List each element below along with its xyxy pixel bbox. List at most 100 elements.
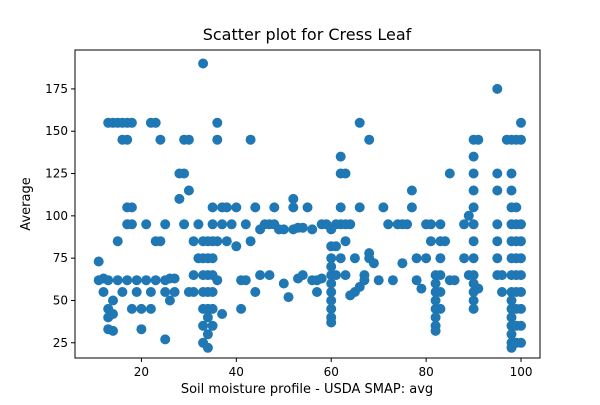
scatter-point [435,219,446,230]
scatter-point [207,202,218,213]
scatter-point [207,320,218,331]
scatter-point [93,256,104,267]
scatter-point [307,224,318,235]
scatter-point [193,219,204,230]
scatter-point [278,224,289,235]
scatter-point [207,287,218,297]
scatter-point [425,236,436,247]
scatter-point [435,253,446,264]
scatter-point [316,273,327,284]
scatter-point [397,258,408,269]
scatter-point [212,236,223,247]
scatter-point [183,185,194,196]
scatter-point [340,168,351,179]
scatter-point [468,253,479,264]
scatter-point [112,236,123,247]
scatter-point [179,168,190,179]
scatter-point [160,287,171,297]
scatter-point [326,278,337,289]
scatter-point [141,275,152,286]
scatter-point [188,287,199,297]
scatter-point [240,275,251,286]
scatter-point [378,202,389,213]
scatter-point [516,134,526,145]
scatter-point [492,236,503,247]
scatter-point [212,275,223,286]
scatter-point [444,168,455,179]
scatter-point [435,303,446,314]
x-axis-label: Soil moisture profile - USDA SMAP: avg [181,382,433,397]
y-tick-label: 175 [45,82,68,96]
scatter-point [136,324,147,335]
scatter-point [221,202,232,213]
scatter-point [430,295,441,306]
scatter-point [217,219,228,230]
scatter-point [430,312,441,323]
scatter-point [112,275,123,286]
y-tick-label: 100 [45,209,68,223]
scatter-point [349,253,360,264]
scatter-point [326,295,337,306]
scatter-point [297,270,308,281]
scatter-point [269,202,280,213]
scatter-point [506,312,517,323]
scatter-point [368,258,379,269]
x-tick-label: 40 [229,365,244,379]
scatter-point [122,275,133,286]
scatter-point [264,270,275,281]
scatter-point [430,278,441,289]
scatter-point [340,270,351,281]
scatter-point [473,283,484,294]
y-tick-label: 150 [45,124,68,138]
scatter-point [169,273,180,284]
scatter-point [245,134,256,145]
scatter-point [126,117,137,128]
scatter-point [335,253,346,264]
x-tick-label: 60 [324,365,339,379]
scatter-point [198,320,209,331]
scatter-point [354,117,365,128]
scatter-point [516,219,526,230]
scatter-point [145,287,156,297]
scatter-point [335,151,346,162]
scatter-point [150,117,161,128]
scatter-point [226,219,237,230]
scatter-point [131,287,142,297]
scatter-point [160,334,171,345]
y-tick-label: 75 [53,251,68,265]
scatter-point [440,236,451,247]
scatter-point [402,219,413,230]
scatter-point [331,241,341,252]
scatter-point [255,270,266,281]
scatter-point [406,202,417,213]
scatter-point [326,317,337,328]
scatter-point [122,134,133,145]
scatter-point [326,287,337,297]
scatter-point [449,275,460,286]
scatter-point [387,275,398,286]
scatter-point [383,219,394,230]
scatter-point [459,253,470,264]
scatter-point [202,329,213,340]
scatter-point [212,134,223,145]
scatter-point [231,241,242,252]
scatter-point [326,253,337,264]
scatter-point [516,287,526,297]
scatter-point [155,236,166,247]
scatter-point [506,329,517,340]
x-axis-ticks: 20 40 60 80 100 [134,358,532,379]
y-tick-label: 25 [53,336,68,350]
scatter-point [141,219,152,230]
y-axis-label: Average [19,177,34,230]
scatter-point [240,219,251,230]
scatter-point [207,219,218,230]
scatter-point [288,202,299,213]
scatter-point [103,275,114,286]
scatter-point [435,287,446,297]
scatter-point [231,202,242,213]
scatter-point [364,134,375,145]
scatter-point [126,219,137,230]
scatter-point [463,210,474,221]
scatter-point [421,253,432,264]
